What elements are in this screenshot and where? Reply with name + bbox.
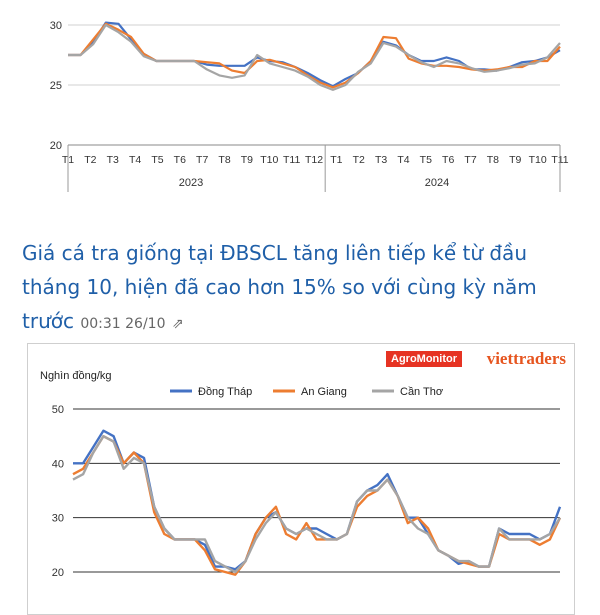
x-tick-label: T8: [487, 154, 499, 166]
x-tick-label: T3: [107, 154, 119, 166]
x-tick-label: T10: [529, 154, 547, 166]
y-tick-label: 20: [50, 140, 62, 152]
x-tick-label: T11: [283, 154, 300, 166]
viettraders-logo: viettraders: [486, 349, 566, 368]
y-axis-label: Nghìn đồng/kg: [40, 370, 112, 382]
bottom-chart-card: Nghìn đồng/kg 50 40 30 20 Đồng Tháp An Giang Cầ…: [27, 343, 575, 615]
article-headline[interactable]: Giá cá tra giống tại ĐBSCL tăng liên tiế…: [22, 236, 582, 341]
series-line-2: [68, 23, 561, 91]
x-tick-label: T2: [353, 154, 365, 166]
year-label: 2024: [425, 177, 449, 189]
x-tick-label: T5: [420, 154, 432, 166]
article-timestamp: 00:31 26/10: [80, 316, 166, 332]
x-tick-label: T10: [260, 154, 278, 166]
y-tick-label: 20: [52, 567, 64, 579]
x-tick-label: T2: [84, 154, 96, 166]
series-line-2: [72, 434, 562, 574]
article-title[interactable]: Giá cá tra giống tại ĐBSCL tăng liên tiế…: [22, 241, 537, 333]
y-tick-label: 25: [50, 80, 62, 92]
legend-label: Cần Thơ: [400, 386, 443, 398]
x-tick-label: T6: [174, 154, 186, 166]
y-tick-label: 40: [52, 458, 64, 470]
x-tick-label: T4: [129, 154, 141, 166]
x-tick-label: T8: [218, 154, 230, 166]
x-tick-label: T7: [196, 154, 208, 166]
agromonitor-logo: AgroMonitor: [386, 351, 462, 367]
x-tick-label: T9: [509, 154, 521, 166]
x-tick-label: T12: [305, 154, 323, 166]
share-icon[interactable]: ⇗: [171, 316, 184, 332]
x-tick-label: T6: [442, 154, 454, 166]
series-line-1: [72, 434, 562, 576]
y-tick-label: 50: [52, 404, 64, 416]
x-tick-label: T1: [330, 154, 342, 166]
y-tick-label: 30: [52, 513, 64, 525]
x-tick-label: T4: [397, 154, 409, 166]
x-tick-label: T7: [464, 154, 476, 166]
series-line-0: [73, 429, 562, 571]
legend-label: Đồng Tháp: [198, 386, 252, 398]
x-tick-label: T5: [151, 154, 163, 166]
bottom-price-chart: Nghìn đồng/kg 50 40 30 20 Đồng Tháp An Giang Cầ…: [40, 370, 562, 579]
legend-label: An Giang: [301, 386, 347, 398]
y-tick-label: 30: [50, 20, 62, 32]
year-label: 2023: [179, 177, 203, 189]
x-tick-label: T3: [375, 154, 387, 166]
x-tick-label: T9: [241, 154, 253, 166]
